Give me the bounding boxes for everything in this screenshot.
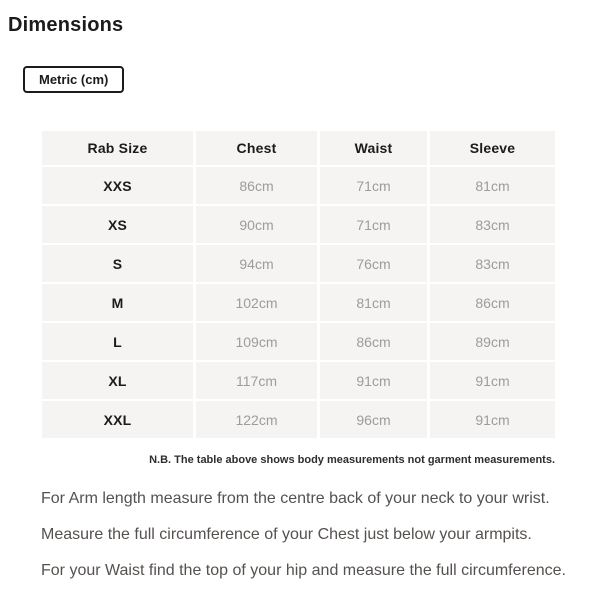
table-header-cell: Rab Size <box>42 131 193 165</box>
size-cell: XXL <box>42 401 193 438</box>
size-table: Rab Size Chest Waist Sleeve XXS 86cm 71cm 81cm X… <box>42 131 555 438</box>
value-cell: 76cm <box>320 245 427 282</box>
value-cell: 91cm <box>430 362 555 399</box>
size-cell: S <box>42 245 193 282</box>
size-cell: L <box>42 323 193 360</box>
value-cell: 83cm <box>430 245 555 282</box>
value-cell: 91cm <box>430 401 555 438</box>
table-header-cell: Sleeve <box>430 131 555 165</box>
unit-toggle-row: Metric (cm) <box>23 66 600 93</box>
value-cell: 71cm <box>320 167 427 204</box>
value-cell: 117cm <box>196 362 317 399</box>
page-title: Dimensions <box>8 14 124 36</box>
value-cell: 71cm <box>320 206 427 243</box>
instruction-arm-length: For Arm length measure from the centre b… <box>41 490 550 507</box>
metric-toggle-button[interactable]: Metric (cm) <box>23 66 125 93</box>
value-cell: 94cm <box>196 245 317 282</box>
size-cell: XXS <box>42 167 193 204</box>
value-cell: 122cm <box>196 401 317 438</box>
value-cell: 102cm <box>196 284 317 321</box>
table-header-cell: Waist <box>320 131 427 165</box>
value-cell: 89cm <box>430 323 555 360</box>
instruction-waist: For your Waist find the top of your hip … <box>41 562 566 579</box>
size-cell: M <box>42 284 193 321</box>
value-cell: 81cm <box>430 167 555 204</box>
value-cell: 91cm <box>320 362 427 399</box>
table-header-cell: Chest <box>196 131 317 165</box>
instruction-chest: Measure the full circumference of your C… <box>41 526 532 543</box>
value-cell: 81cm <box>320 284 427 321</box>
size-cell: XL <box>42 362 193 399</box>
value-cell: 96cm <box>320 401 427 438</box>
value-cell: 109cm <box>196 323 317 360</box>
value-cell: 83cm <box>430 206 555 243</box>
value-cell: 86cm <box>430 284 555 321</box>
value-cell: 86cm <box>320 323 427 360</box>
nb-note: N.B. The table above shows body measurem… <box>149 454 555 466</box>
instructions: For Arm length measure from the centre b… <box>41 489 600 580</box>
value-cell: 90cm <box>196 206 317 243</box>
value-cell: 86cm <box>196 167 317 204</box>
size-table-wrap: Rab Size Chest Waist Sleeve XXS 86cm 71cm 81cm X… <box>42 131 555 438</box>
size-cell: XS <box>42 206 193 243</box>
